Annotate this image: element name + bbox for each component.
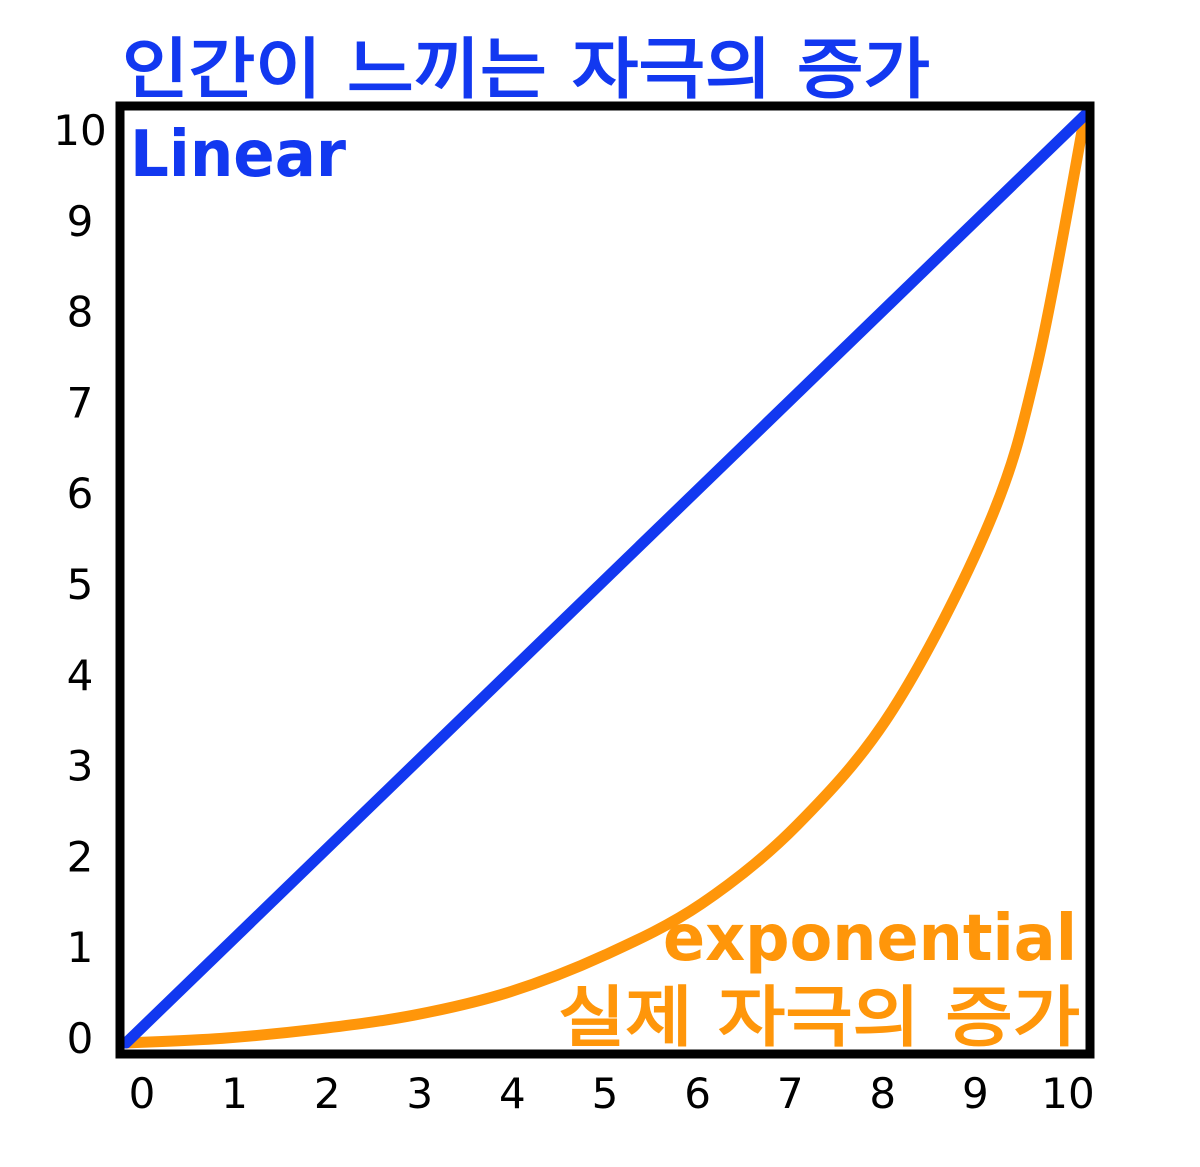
- x-tick-label: 3: [406, 1069, 433, 1118]
- plot-frame: [115, 101, 1095, 1059]
- series-line-linear: [120, 109, 1091, 1049]
- x-tick-label: 0: [129, 1069, 156, 1118]
- y-tick-label: 4: [67, 651, 94, 700]
- y-tick-label: 6: [67, 469, 94, 518]
- x-tick-label: 2: [314, 1069, 341, 1118]
- y-tick-label: 7: [67, 378, 94, 427]
- exponential-series-label-english: exponential: [663, 902, 1077, 976]
- exponential-series-label-korean: 실제 자극의 증가: [558, 979, 1080, 1056]
- x-tick-label: 1: [221, 1069, 248, 1118]
- linear-series-label-english: Linear: [130, 118, 346, 192]
- y-tick-label: 10: [53, 106, 106, 155]
- x-tick-label: 6: [684, 1069, 711, 1118]
- y-tick-label: 2: [67, 832, 94, 881]
- x-tick-label: 4: [499, 1069, 526, 1118]
- y-tick-label: 5: [67, 560, 94, 609]
- x-tick-label: 5: [592, 1069, 619, 1118]
- y-tick-label: 9: [67, 197, 94, 246]
- x-tick-label: 7: [777, 1069, 804, 1118]
- linear-series-label-korean: 인간이 느끼는 자극의 증가: [122, 31, 930, 108]
- y-axis-ticks: 0 1 2 3 4 5 6 7 8 9 10: [53, 106, 106, 1063]
- y-tick-label: 1: [67, 923, 94, 972]
- y-tick-label: 0: [67, 1014, 94, 1063]
- y-tick-label: 3: [67, 742, 94, 791]
- x-tick-label: 8: [869, 1069, 896, 1118]
- y-tick-label: 8: [67, 288, 94, 337]
- x-tick-label: 9: [962, 1069, 989, 1118]
- x-tick-label: 10: [1041, 1069, 1094, 1118]
- x-axis-ticks: 0 1 2 3 4 5 6 7 8 9 10: [129, 1069, 1095, 1118]
- series-line-exponential: [120, 109, 1091, 1049]
